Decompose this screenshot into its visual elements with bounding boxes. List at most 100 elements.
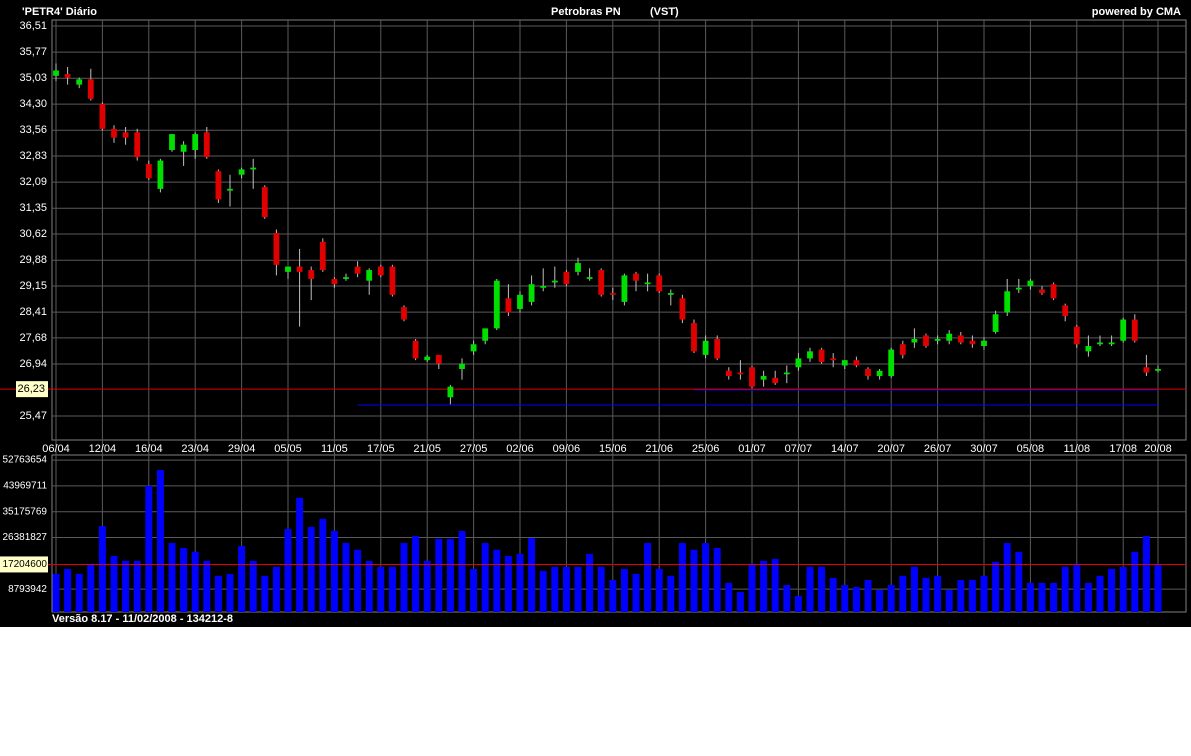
candle-body bbox=[169, 134, 175, 150]
candle-body bbox=[656, 275, 663, 292]
volume-bar bbox=[528, 538, 536, 612]
candle-body bbox=[911, 338, 918, 343]
candle-body bbox=[783, 372, 790, 375]
candle-body bbox=[1039, 289, 1045, 294]
candle-body bbox=[319, 241, 326, 271]
volume-bar bbox=[1061, 566, 1069, 612]
volume-bar bbox=[493, 549, 501, 612]
volume-bar bbox=[354, 549, 362, 612]
candle-body bbox=[957, 335, 964, 343]
volume-bar bbox=[435, 538, 443, 612]
volume-bar bbox=[238, 545, 246, 612]
volume-bar bbox=[667, 575, 675, 612]
asset-name: Petrobras PN bbox=[551, 6, 621, 18]
candle-body bbox=[111, 128, 117, 138]
candle-body bbox=[923, 335, 929, 347]
candle-body bbox=[772, 377, 779, 384]
volume-bar bbox=[423, 560, 431, 612]
x-tick-label: 20/07 bbox=[877, 443, 905, 455]
x-tick-label: 26/07 bbox=[924, 443, 952, 455]
x-tick-label: 21/05 bbox=[413, 443, 441, 455]
volume-bar bbox=[214, 575, 222, 612]
volume-bar bbox=[330, 531, 338, 612]
y-tick-label: 26381827 bbox=[3, 532, 48, 543]
candle-body bbox=[354, 266, 361, 274]
candle-body bbox=[563, 271, 570, 285]
candle-body bbox=[87, 79, 94, 99]
candle-body bbox=[470, 344, 477, 352]
volume-bar bbox=[713, 548, 721, 612]
volume-frame bbox=[51, 454, 1187, 613]
volume-bar bbox=[98, 526, 106, 612]
x-tick-label: 17/08 bbox=[1109, 443, 1137, 455]
y-tick-label: 32,83 bbox=[19, 150, 47, 162]
candle-body bbox=[1015, 287, 1022, 290]
candle-body bbox=[969, 340, 976, 345]
last-volume-label: 17204600 bbox=[3, 559, 48, 570]
y-tick-label: 29,15 bbox=[19, 280, 47, 292]
candle-body bbox=[609, 293, 616, 295]
y-tick-label: 32,09 bbox=[19, 176, 47, 188]
volume-bar bbox=[852, 587, 860, 612]
y-tick-label: 36,51 bbox=[19, 20, 47, 32]
volume-bar bbox=[1003, 543, 1011, 612]
candle-body bbox=[1085, 346, 1092, 352]
candle-body bbox=[946, 333, 953, 341]
volume-bar bbox=[841, 585, 849, 612]
y-tick-label: 30,62 bbox=[19, 228, 47, 240]
candle-body bbox=[551, 280, 558, 283]
candle-body bbox=[1120, 319, 1127, 341]
x-tick-label: 16/04 bbox=[135, 443, 163, 455]
volume-bar bbox=[64, 568, 72, 612]
candle-body bbox=[76, 79, 83, 85]
candle-body bbox=[691, 323, 697, 352]
volume-bar bbox=[412, 535, 420, 612]
candle-body bbox=[447, 386, 454, 398]
volume-bar bbox=[922, 577, 930, 612]
candle-body bbox=[1073, 326, 1080, 345]
volume-bar bbox=[1119, 566, 1127, 612]
volume-bar bbox=[934, 575, 942, 612]
volume-bar bbox=[446, 538, 454, 612]
candle-body bbox=[482, 328, 489, 341]
candle-body bbox=[99, 104, 106, 129]
candle-body bbox=[1050, 284, 1057, 299]
candle-body bbox=[667, 293, 674, 295]
volume-bar bbox=[644, 543, 652, 612]
x-tick-label: 14/07 bbox=[831, 443, 859, 455]
x-tick-label: 29/04 bbox=[228, 443, 256, 455]
candle-body bbox=[702, 340, 709, 355]
volume-bar bbox=[307, 526, 315, 612]
candle-body bbox=[992, 314, 999, 332]
volume-bar bbox=[1050, 582, 1058, 612]
volume-bar bbox=[783, 585, 791, 612]
y-tick-label: 35,03 bbox=[19, 72, 47, 84]
volume-bar bbox=[910, 566, 918, 612]
last-price-label: 26,23 bbox=[17, 383, 45, 395]
volume-bar bbox=[574, 566, 582, 612]
volume-bar bbox=[899, 575, 907, 612]
candle-body bbox=[435, 354, 442, 364]
volume-bar bbox=[504, 555, 512, 612]
candle-body bbox=[598, 270, 605, 295]
volume-bar bbox=[110, 555, 118, 612]
candle-body bbox=[1097, 342, 1103, 345]
volume-bar bbox=[678, 543, 686, 612]
candle-body bbox=[122, 132, 129, 138]
candle-body bbox=[215, 171, 222, 200]
volume-bar bbox=[261, 575, 269, 612]
x-tick-label: 05/08 bbox=[1017, 443, 1045, 455]
volume-bar bbox=[945, 589, 953, 612]
candle-body bbox=[621, 275, 628, 302]
candle-body bbox=[424, 356, 431, 361]
candle-body bbox=[528, 284, 535, 302]
candle-body bbox=[1027, 280, 1034, 286]
volume-bar bbox=[458, 531, 466, 612]
volume-bar bbox=[794, 595, 802, 612]
volume-bar bbox=[818, 566, 826, 612]
y-tick-label: 29,88 bbox=[19, 254, 47, 266]
candle-body bbox=[540, 285, 547, 288]
volume-bar bbox=[272, 566, 280, 612]
volume-bar bbox=[365, 560, 373, 612]
x-tick-label: 25/06 bbox=[692, 443, 720, 455]
